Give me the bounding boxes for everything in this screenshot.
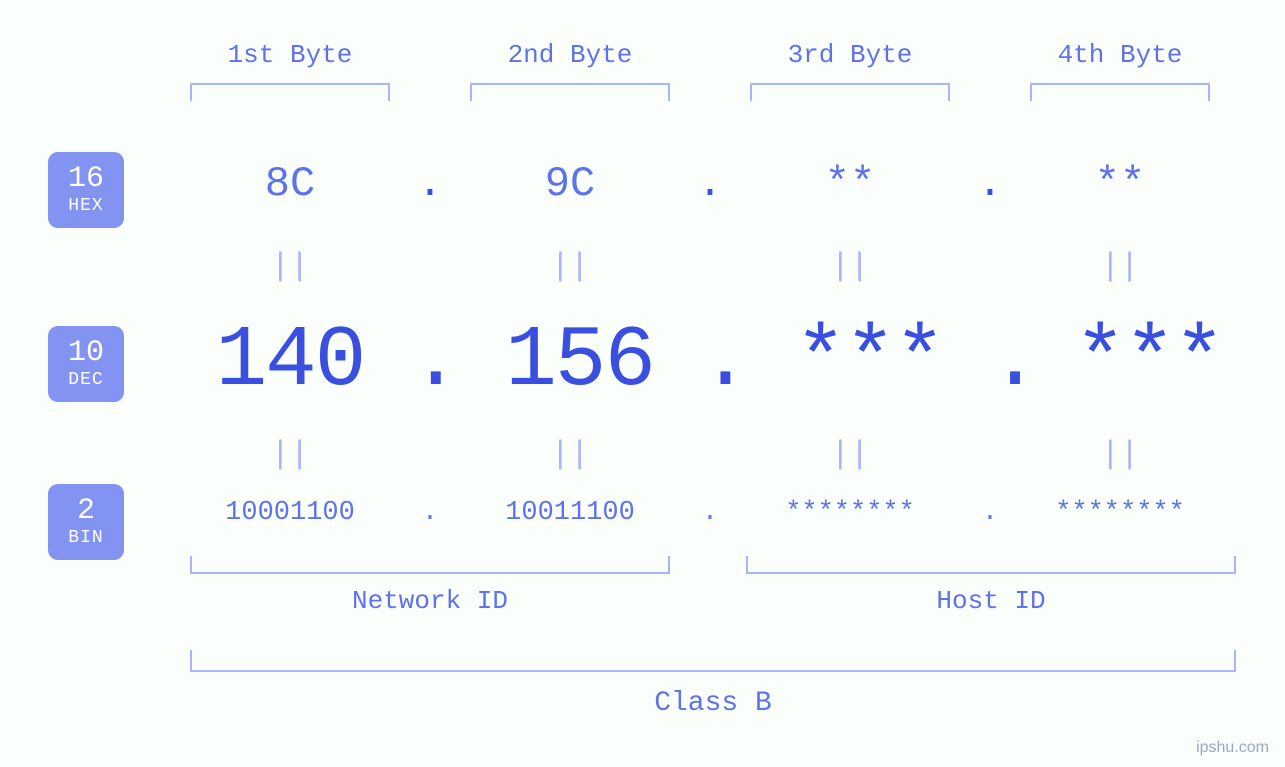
dot-icon: . [970,160,1010,208]
network-id-bracket [190,556,670,574]
hex-byte-1: 8C [170,160,410,208]
dot-icon: . [970,498,1010,528]
byte-header-row: 1st Byte 2nd Byte 3rd Byte 4th Byte [170,40,1270,70]
hex-row: 8C . 9C . ** . ** [170,160,1270,208]
bin-byte-1: 10001100 [170,498,410,528]
byte-header-2: 2nd Byte [450,40,690,70]
dec-byte-3: *** [749,312,989,410]
byte-bracket [1030,83,1210,101]
badge-label: BIN [68,529,103,548]
base-badge-bin: 2 BIN [48,484,124,560]
byte-header-1: 1st Byte [170,40,410,70]
byte-header-4: 4th Byte [1010,40,1230,70]
equals-icon: || [730,436,970,473]
equals-icon: || [1010,248,1230,285]
equals-icon: || [730,248,970,285]
equals-icon: || [1010,436,1230,473]
byte-brackets-row [170,82,1270,102]
bin-byte-4: ******** [1010,498,1230,528]
dot-icon: . [410,160,450,208]
equals-icon: || [450,436,690,473]
byte-header-3: 3rd Byte [730,40,970,70]
equals-icon: || [450,248,690,285]
network-id-label: Network ID [190,586,670,616]
hex-byte-3: ** [730,160,970,208]
byte-bracket [190,83,390,101]
class-bracket [190,650,1236,672]
badge-num: 2 [77,496,95,528]
bin-byte-2: 10011100 [450,498,690,528]
hex-byte-4: ** [1010,160,1230,208]
dec-byte-4: *** [1039,312,1259,410]
dot-icon: . [410,312,460,410]
host-id-bracket [746,556,1236,574]
equals-row-bottom: || || || || [170,436,1270,473]
bin-byte-3: ******** [730,498,970,528]
class-label: Class B [190,688,1236,719]
bin-row: 10001100 . 10011100 . ******** . *******… [170,498,1270,528]
base-badge-hex: 16 HEX [48,152,124,228]
equals-icon: || [170,248,410,285]
byte-bracket [470,83,670,101]
badge-label: DEC [68,371,103,390]
equals-row-top: || || || || [170,248,1270,285]
host-id-label: Host ID [746,586,1236,616]
dot-icon: . [690,498,730,528]
byte-bracket [750,83,950,101]
base-badge-dec: 10 DEC [48,326,124,402]
hex-byte-2: 9C [450,160,690,208]
dot-icon: . [989,312,1039,410]
dec-byte-1: 140 [170,312,410,410]
badge-num: 16 [68,164,104,196]
equals-icon: || [170,436,410,473]
dot-icon: . [700,312,750,410]
badge-label: HEX [68,197,103,216]
dot-icon: . [410,498,450,528]
dec-byte-2: 156 [460,312,700,410]
badge-num: 10 [68,338,104,370]
dot-icon: . [690,160,730,208]
watermark: ipshu.com [1196,739,1269,757]
dec-row: 140 . 156 . *** . *** [170,312,1270,410]
